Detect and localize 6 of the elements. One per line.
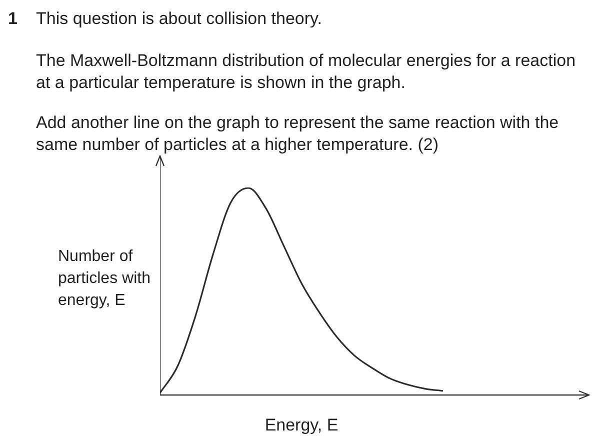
text: Add another line on the graph to represent the same reaction with the same number of particles at a higher temperature. (2) <box>36 112 560 156</box>
chart-title: This question is about collision theory. <box>36 8 322 30</box>
text: The Maxwell-Boltzmann distribution of molecular energies for a reaction at a particular temperature is shown in the graph. <box>36 50 577 94</box>
y-axis-title: Number of particles with energy, E <box>58 247 152 311</box>
x-axis-title: Energy, E <box>264 415 338 434</box>
text: 1 <box>8 8 18 30</box>
